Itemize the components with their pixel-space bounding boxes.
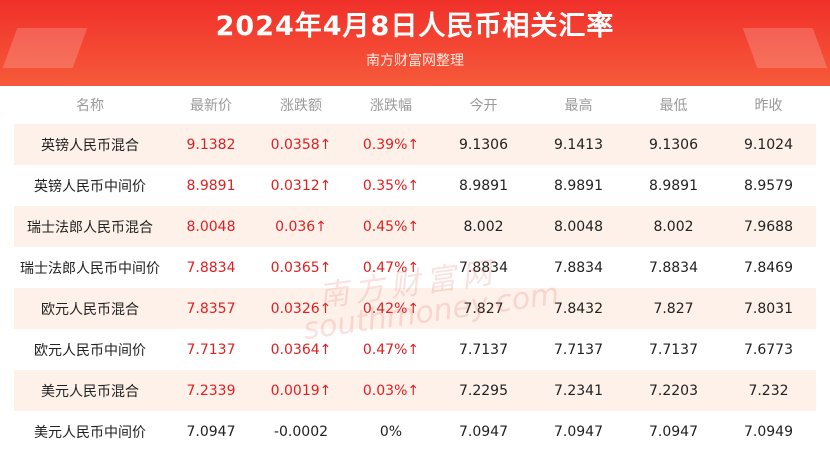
change-percent: 0.39%↑ (346, 124, 436, 165)
prev-close: 9.1024 (721, 124, 816, 165)
latest-price: 7.8834 (166, 247, 256, 288)
open-price: 9.1306 (436, 124, 531, 165)
latest-price: 7.0947 (166, 411, 256, 452)
change-percent: 0% (346, 411, 436, 452)
high-price: 7.8432 (531, 288, 626, 329)
exchange-rate-table: 名称 最新价 涨跌额 涨跌幅 今开 最高 最低 昨收 英镑人民币混合 9.138… (14, 86, 816, 452)
currency-name: 欧元人民币中间价 (14, 329, 166, 370)
latest-price: 7.8357 (166, 288, 256, 329)
change-percent: 0.45%↑ (346, 206, 436, 247)
low-price: 8.002 (626, 206, 721, 247)
open-price: 7.0947 (436, 411, 531, 452)
low-price: 7.827 (626, 288, 721, 329)
currency-name: 瑞士法郎人民币混合 (14, 206, 166, 247)
open-price: 7.8834 (436, 247, 531, 288)
prev-close: 7.6773 (721, 329, 816, 370)
table-row: 英镑人民币混合 9.1382 0.0358↑ 0.39%↑ 9.1306 9.1… (14, 124, 816, 165)
high-price: 7.2341 (531, 370, 626, 411)
latest-price: 7.7137 (166, 329, 256, 370)
page-subtitle: 南方财富网整理 (366, 53, 464, 69)
table-row: 欧元人民币混合 7.8357 0.0326↑ 0.42%↑ 7.827 7.84… (14, 288, 816, 329)
column-header: 最高 (564, 98, 593, 114)
change-percent: 0.47%↑ (346, 329, 436, 370)
low-price: 7.7137 (626, 329, 721, 370)
change-percent: 0.35%↑ (346, 165, 436, 206)
open-price: 7.827 (436, 288, 531, 329)
prev-close: 7.0949 (721, 411, 816, 452)
change-percent: 0.03%↑ (346, 370, 436, 411)
change-amount: 0.036↑ (256, 206, 346, 247)
latest-price: 9.1382 (166, 124, 256, 165)
currency-name: 美元人民币中间价 (14, 411, 166, 452)
column-header: 今开 (469, 98, 498, 114)
change-amount: -0.0002 (256, 411, 346, 452)
currency-name: 瑞士法郎人民币中间价 (14, 247, 166, 288)
column-header: 昨收 (754, 98, 783, 114)
column-header: 最新价 (190, 98, 232, 114)
open-price: 8.9891 (436, 165, 531, 206)
table-row: 美元人民币中间价 7.0947 -0.0002 0% 7.0947 7.0947… (14, 411, 816, 452)
change-amount: 0.0019↑ (256, 370, 346, 411)
column-header: 最低 (659, 98, 688, 114)
currency-name: 美元人民币混合 (14, 370, 166, 411)
high-price: 7.7137 (531, 329, 626, 370)
high-price: 8.0048 (531, 206, 626, 247)
change-percent: 0.42%↑ (346, 288, 436, 329)
prev-close: 7.8469 (721, 247, 816, 288)
high-price: 7.0947 (531, 411, 626, 452)
column-header: 涨跌额 (280, 98, 322, 114)
open-price: 7.7137 (436, 329, 531, 370)
change-amount: 0.0365↑ (256, 247, 346, 288)
change-amount: 0.0364↑ (256, 329, 346, 370)
latest-price: 8.0048 (166, 206, 256, 247)
table-row: 瑞士法郎人民币混合 8.0048 0.036↑ 0.45%↑ 8.002 8.0… (14, 206, 816, 247)
page-title: 2024年4月8日人民币相关汇率 (215, 11, 615, 42)
low-price: 8.9891 (626, 165, 721, 206)
high-price: 8.9891 (531, 165, 626, 206)
column-header: 名称 (76, 98, 104, 114)
currency-name: 欧元人民币混合 (14, 288, 166, 329)
high-price: 7.8834 (531, 247, 626, 288)
header-banner: 2024年4月8日人民币相关汇率 南方财富网整理 (0, 0, 830, 86)
prev-close: 7.232 (721, 370, 816, 411)
prev-close: 7.9688 (721, 206, 816, 247)
high-price: 9.1413 (531, 124, 626, 165)
low-price: 9.1306 (626, 124, 721, 165)
change-percent: 0.47%↑ (346, 247, 436, 288)
currency-name: 英镑人民币中间价 (14, 165, 166, 206)
low-price: 7.2203 (626, 370, 721, 411)
table-row: 欧元人民币中间价 7.7137 0.0364↑ 0.47%↑ 7.7137 7.… (14, 329, 816, 370)
table-row: 英镑人民币中间价 8.9891 0.0312↑ 0.35%↑ 8.9891 8.… (14, 165, 816, 206)
latest-price: 7.2339 (166, 370, 256, 411)
table-header-row: 名称 最新价 涨跌额 涨跌幅 今开 最高 最低 昨收 (14, 86, 816, 124)
prev-close: 7.8031 (721, 288, 816, 329)
column-header: 涨跌幅 (370, 98, 412, 114)
low-price: 7.0947 (626, 411, 721, 452)
change-amount: 0.0358↑ (256, 124, 346, 165)
prev-close: 8.9579 (721, 165, 816, 206)
currency-name: 英镑人民币混合 (14, 124, 166, 165)
table-row: 瑞士法郎人民币中间价 7.8834 0.0365↑ 0.47%↑ 7.8834 … (14, 247, 816, 288)
low-price: 7.8834 (626, 247, 721, 288)
latest-price: 8.9891 (166, 165, 256, 206)
open-price: 7.2295 (436, 370, 531, 411)
open-price: 8.002 (436, 206, 531, 247)
change-amount: 0.0312↑ (256, 165, 346, 206)
change-amount: 0.0326↑ (256, 288, 346, 329)
table-row: 美元人民币混合 7.2339 0.0019↑ 0.03%↑ 7.2295 7.2… (14, 370, 816, 411)
